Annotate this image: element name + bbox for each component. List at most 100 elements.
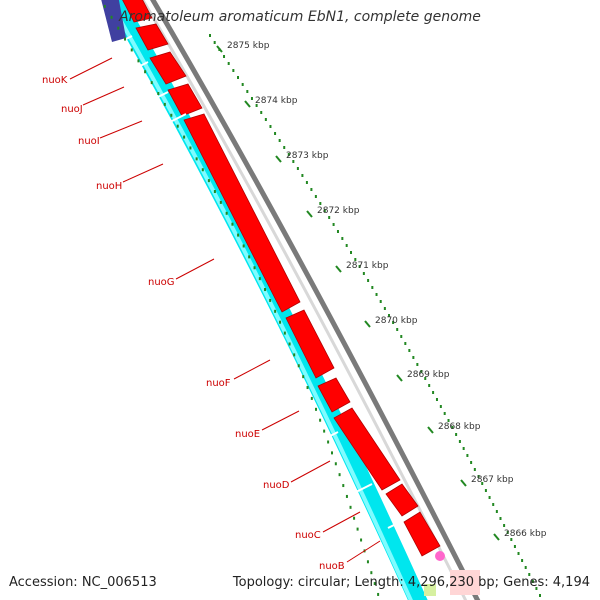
minor-tick: [455, 433, 458, 436]
minor-tick: [388, 314, 390, 317]
tick-label: 2870 kbp: [375, 316, 418, 326]
gene-leader-line: [99, 120, 143, 139]
gene-labels: nuoK nuoJ nuoI nuoH nuoG nuoF nuoE nuoD nuoC nuoB: [42, 57, 381, 572]
minor-tick: [302, 375, 305, 379]
gene-leader-line: [69, 57, 113, 80]
gene-leader-line: [82, 86, 125, 106]
minor-tick: [408, 349, 411, 352]
minor-tick: [223, 55, 226, 58]
forward-gene-block: [122, 0, 153, 23]
minor-tick: [353, 516, 356, 520]
minor-tick: [260, 111, 263, 114]
minor-tick: [327, 440, 330, 444]
forward-gene-block: [183, 113, 301, 313]
minor-tick: [310, 188, 313, 191]
minor-tick: [176, 124, 179, 128]
minor-tick: [264, 118, 267, 121]
minor-tick: [377, 592, 380, 596]
minor-tick: [201, 168, 204, 172]
gene-leader-line: [290, 460, 331, 483]
minor-tick: [283, 331, 286, 335]
minor-tick: [404, 342, 407, 345]
gene-label-nuof: nuoF: [206, 378, 231, 389]
minor-tick: [366, 560, 369, 564]
forward-gene-block: [167, 83, 203, 117]
minor-tick: [345, 244, 348, 247]
gene-label-nuoh: nuoH: [96, 181, 122, 192]
minor-tick: [435, 398, 438, 401]
minor-tick: [130, 48, 133, 52]
major-tick: [364, 320, 371, 328]
gene-label-nuod: nuoD: [263, 480, 290, 491]
minor-tick: [170, 113, 173, 117]
major-tick: [396, 374, 403, 382]
minor-tick: [225, 211, 228, 215]
minor-tick: [227, 62, 230, 65]
minor-tick: [428, 384, 431, 387]
minor-tick: [163, 102, 166, 106]
minor-tick: [503, 524, 506, 527]
gene-leader-line: [261, 410, 300, 431]
minor-tick: [331, 451, 334, 455]
minor-tick: [447, 419, 450, 422]
minor-tick: [531, 580, 534, 583]
reverse-gene-boundary: [291, 391, 309, 401]
minor-tick: [481, 482, 484, 485]
genome-title: Aromatoleum aromaticum EbN1, complete ge…: [119, 9, 481, 25]
minor-tick: [338, 473, 341, 477]
tick-label: 2875 kbp: [227, 41, 270, 51]
minor-tick: [341, 237, 344, 240]
gene-leader-line: [175, 258, 215, 280]
minor-tick: [315, 407, 318, 411]
forward-gene-block: [403, 511, 441, 557]
minor-tick: [371, 286, 374, 289]
tick-label: 2872 kbp: [317, 206, 360, 216]
minor-tick: [207, 179, 210, 183]
accession-text: Accession: NC_006513: [9, 575, 157, 590]
minor-tick: [297, 364, 300, 368]
minor-tick: [246, 90, 249, 93]
tick-label: 2866 kbp: [504, 529, 547, 539]
minor-tick: [488, 496, 491, 499]
major-tick: [306, 210, 313, 218]
minor-tick: [292, 160, 295, 163]
minor-tick: [110, 15, 113, 19]
minor-tick: [375, 293, 378, 296]
reverse-gene-boundary: [387, 519, 405, 529]
minor-tick: [144, 70, 147, 74]
minor-tick: [521, 559, 524, 562]
minor-tick: [117, 26, 120, 30]
minor-tick: [379, 300, 382, 303]
major-tick: [244, 100, 251, 108]
forward-gene-block: [285, 309, 335, 379]
minor-tick: [370, 571, 373, 575]
forward-gene-block: [385, 483, 419, 517]
minor-tick: [137, 59, 140, 63]
minor-tick: [416, 363, 419, 366]
minor-tick: [424, 377, 427, 380]
major-tick: [427, 426, 434, 434]
tick-marks: 2875 kbp 2874 kbp 2873 kbp 2872 kbp 2871 kbp…: [103, 4, 547, 597]
minor-tick: [183, 135, 186, 139]
minor-tick: [103, 4, 106, 8]
minor-tick: [150, 81, 153, 85]
small-feature: [435, 551, 445, 561]
minor-tick: [195, 157, 198, 161]
minor-tick: [255, 104, 258, 107]
minor-tick: [439, 405, 442, 408]
gene-label-nuoi: nuoI: [78, 136, 100, 147]
gene-label-nuok: nuoK: [42, 75, 68, 86]
minor-tick: [470, 461, 473, 464]
minor-tick: [293, 353, 296, 357]
tick-label: 2867 kbp: [471, 475, 514, 485]
tick-label: 2873 kbp: [286, 151, 329, 161]
major-tick: [275, 155, 282, 163]
major-tick: [216, 45, 223, 53]
minor-tick: [213, 41, 216, 44]
minor-tick: [237, 76, 240, 79]
major-tick: [460, 479, 467, 487]
minor-tick: [432, 391, 435, 394]
minor-tick: [443, 412, 446, 415]
forward-gene-block: [333, 407, 401, 491]
minor-tick: [362, 272, 365, 275]
